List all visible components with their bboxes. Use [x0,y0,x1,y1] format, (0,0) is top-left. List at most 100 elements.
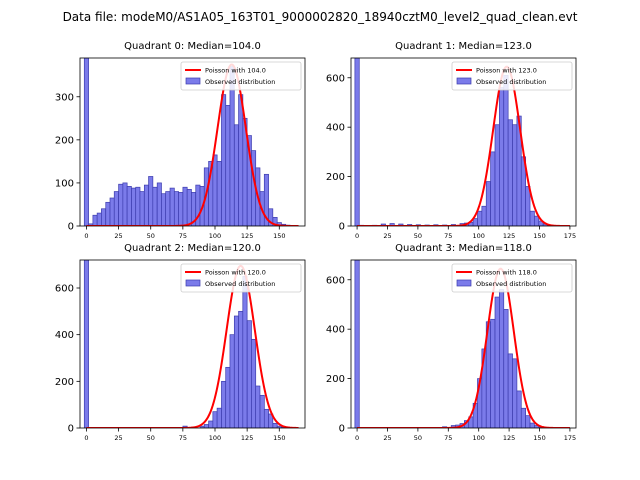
histogram-bar [242,275,248,428]
histogram-bar [516,390,522,428]
y-tick-label: 600 [326,73,345,84]
histogram-bar [203,424,209,428]
quadrant-0-axes-frame [79,57,306,227]
x-tick-label: 125 [503,434,515,442]
histogram-bar [101,208,107,226]
histogram-bar [156,182,162,226]
quadrant-0-chart: Quadrant 0: Median=104.0 0 25 50 75 100 125 150… [55,41,306,240]
x-tick-label: 50 [147,434,155,442]
x-tick-label: 100 [209,434,221,442]
y-tick-label: 200 [326,374,345,385]
histogram-bar [251,338,257,428]
histogram-bar [494,296,500,428]
histogram-bar [268,413,274,428]
x-tick-label: 0 [84,232,88,240]
histogram-bar [208,420,214,428]
histogram-bar [216,161,222,226]
histogram-bar [221,380,227,428]
x-tick-label: 150 [533,232,545,240]
quadrant-1-chart: Quadrant 1: Median=123.0 0 25 50 75 100 125 150… [326,41,577,240]
histogram-bar [512,124,518,226]
quadrant-0-plot-area [83,58,299,226]
quadrant-2-plot-area [83,260,299,428]
quadrant-1-legend: Poisson with 123.0 Observed distribution [451,61,573,91]
legend-bar-label: Observed distribution [205,280,275,288]
histogram-bar [512,358,518,428]
histogram-bar [83,260,89,428]
legend-box [180,263,302,293]
y-tick-label: 0 [68,424,74,435]
x-tick-label: 175 [564,434,576,442]
y-tick-label: 200 [55,377,74,388]
histogram-bar [169,187,175,226]
legend-curve-label: Poisson with 104.0 [205,67,266,75]
x-tick-label: 25 [383,232,391,240]
histogram-bar [507,119,513,226]
legend-bar-label: Observed distribution [476,78,546,86]
y-tick-label: 0 [339,222,345,233]
histogram-bar [490,151,496,226]
legend-bar-label: Observed distribution [476,280,546,288]
x-tick-label: 75 [179,434,187,442]
x-tick-label: 75 [444,434,452,442]
histogram-bar [229,334,235,428]
histogram-bar [255,385,261,428]
legend-box [180,61,302,91]
quadrant-2-title: Quadrant 2: Median=120.0 [124,243,261,254]
x-tick-label: 0 [84,434,88,442]
histogram-bar [477,210,483,226]
histogram-bar [92,214,98,226]
histogram-bar [212,411,218,428]
histogram-bar [152,186,158,226]
histogram-bar [233,124,239,226]
x-tick-label: 150 [273,232,285,240]
x-tick-label: 0 [355,232,359,240]
figure-title: Data file: modeM0/AS1A05_163T01_90000028… [63,10,578,24]
y-tick-label: 200 [326,172,345,183]
legend-curve-label: Poisson with 120.0 [205,269,266,277]
legend-curve-label: Poisson with 118.0 [476,269,537,277]
y-tick-label: 400 [326,325,345,336]
y-tick-label: 0 [68,222,74,233]
x-tick-label: 50 [414,232,422,240]
quadrant-0-title: Quadrant 0: Median=104.0 [124,41,261,52]
histogram-bar [96,212,102,226]
histogram-bar [529,422,535,428]
y-tick-label: 100 [55,178,74,189]
histogram-bar [507,353,513,428]
legend-box [451,263,573,293]
histogram-bar [135,186,141,226]
histogram-bar [173,191,179,226]
x-tick-label: 25 [114,232,122,240]
histogram-bar [246,320,252,428]
histogram-bar [165,191,171,226]
histogram-bar [161,193,167,226]
histogram-bar [520,407,527,428]
histogram-bar [143,184,149,226]
histogram-bar [83,58,89,226]
x-tick-label: 50 [147,232,155,240]
quadrant-panels: Quadrant 0: Median=104.0 0 25 50 75 100 125 150… [55,41,577,442]
histogram-bar [229,66,235,226]
histogram-bar [499,289,505,428]
x-tick-label: 100 [209,232,221,240]
quadrant-2-axes-frame [79,259,306,429]
histogram-bar [490,318,496,428]
quadrant-1-axes-frame [350,57,577,227]
x-tick-label: 75 [179,232,187,240]
histogram-bar [186,189,192,226]
histogram-bar [225,105,231,226]
histogram-bar [233,315,239,428]
histogram-bar [238,94,244,226]
histogram-bar [485,181,491,226]
y-tick-label: 400 [326,123,345,134]
legend-curve-label: Poisson with 123.0 [476,67,537,75]
y-tick-label: 400 [55,330,74,341]
quadrant-3-legend: Poisson with 118.0 Observed distribution [451,263,573,293]
histogram-bar [525,186,531,226]
x-tick-label: 75 [444,232,452,240]
legend-bar-swatch [456,279,472,287]
histogram-bar [503,309,509,428]
quadrant-2-legend: Poisson with 120.0 Observed distribution [180,263,302,293]
